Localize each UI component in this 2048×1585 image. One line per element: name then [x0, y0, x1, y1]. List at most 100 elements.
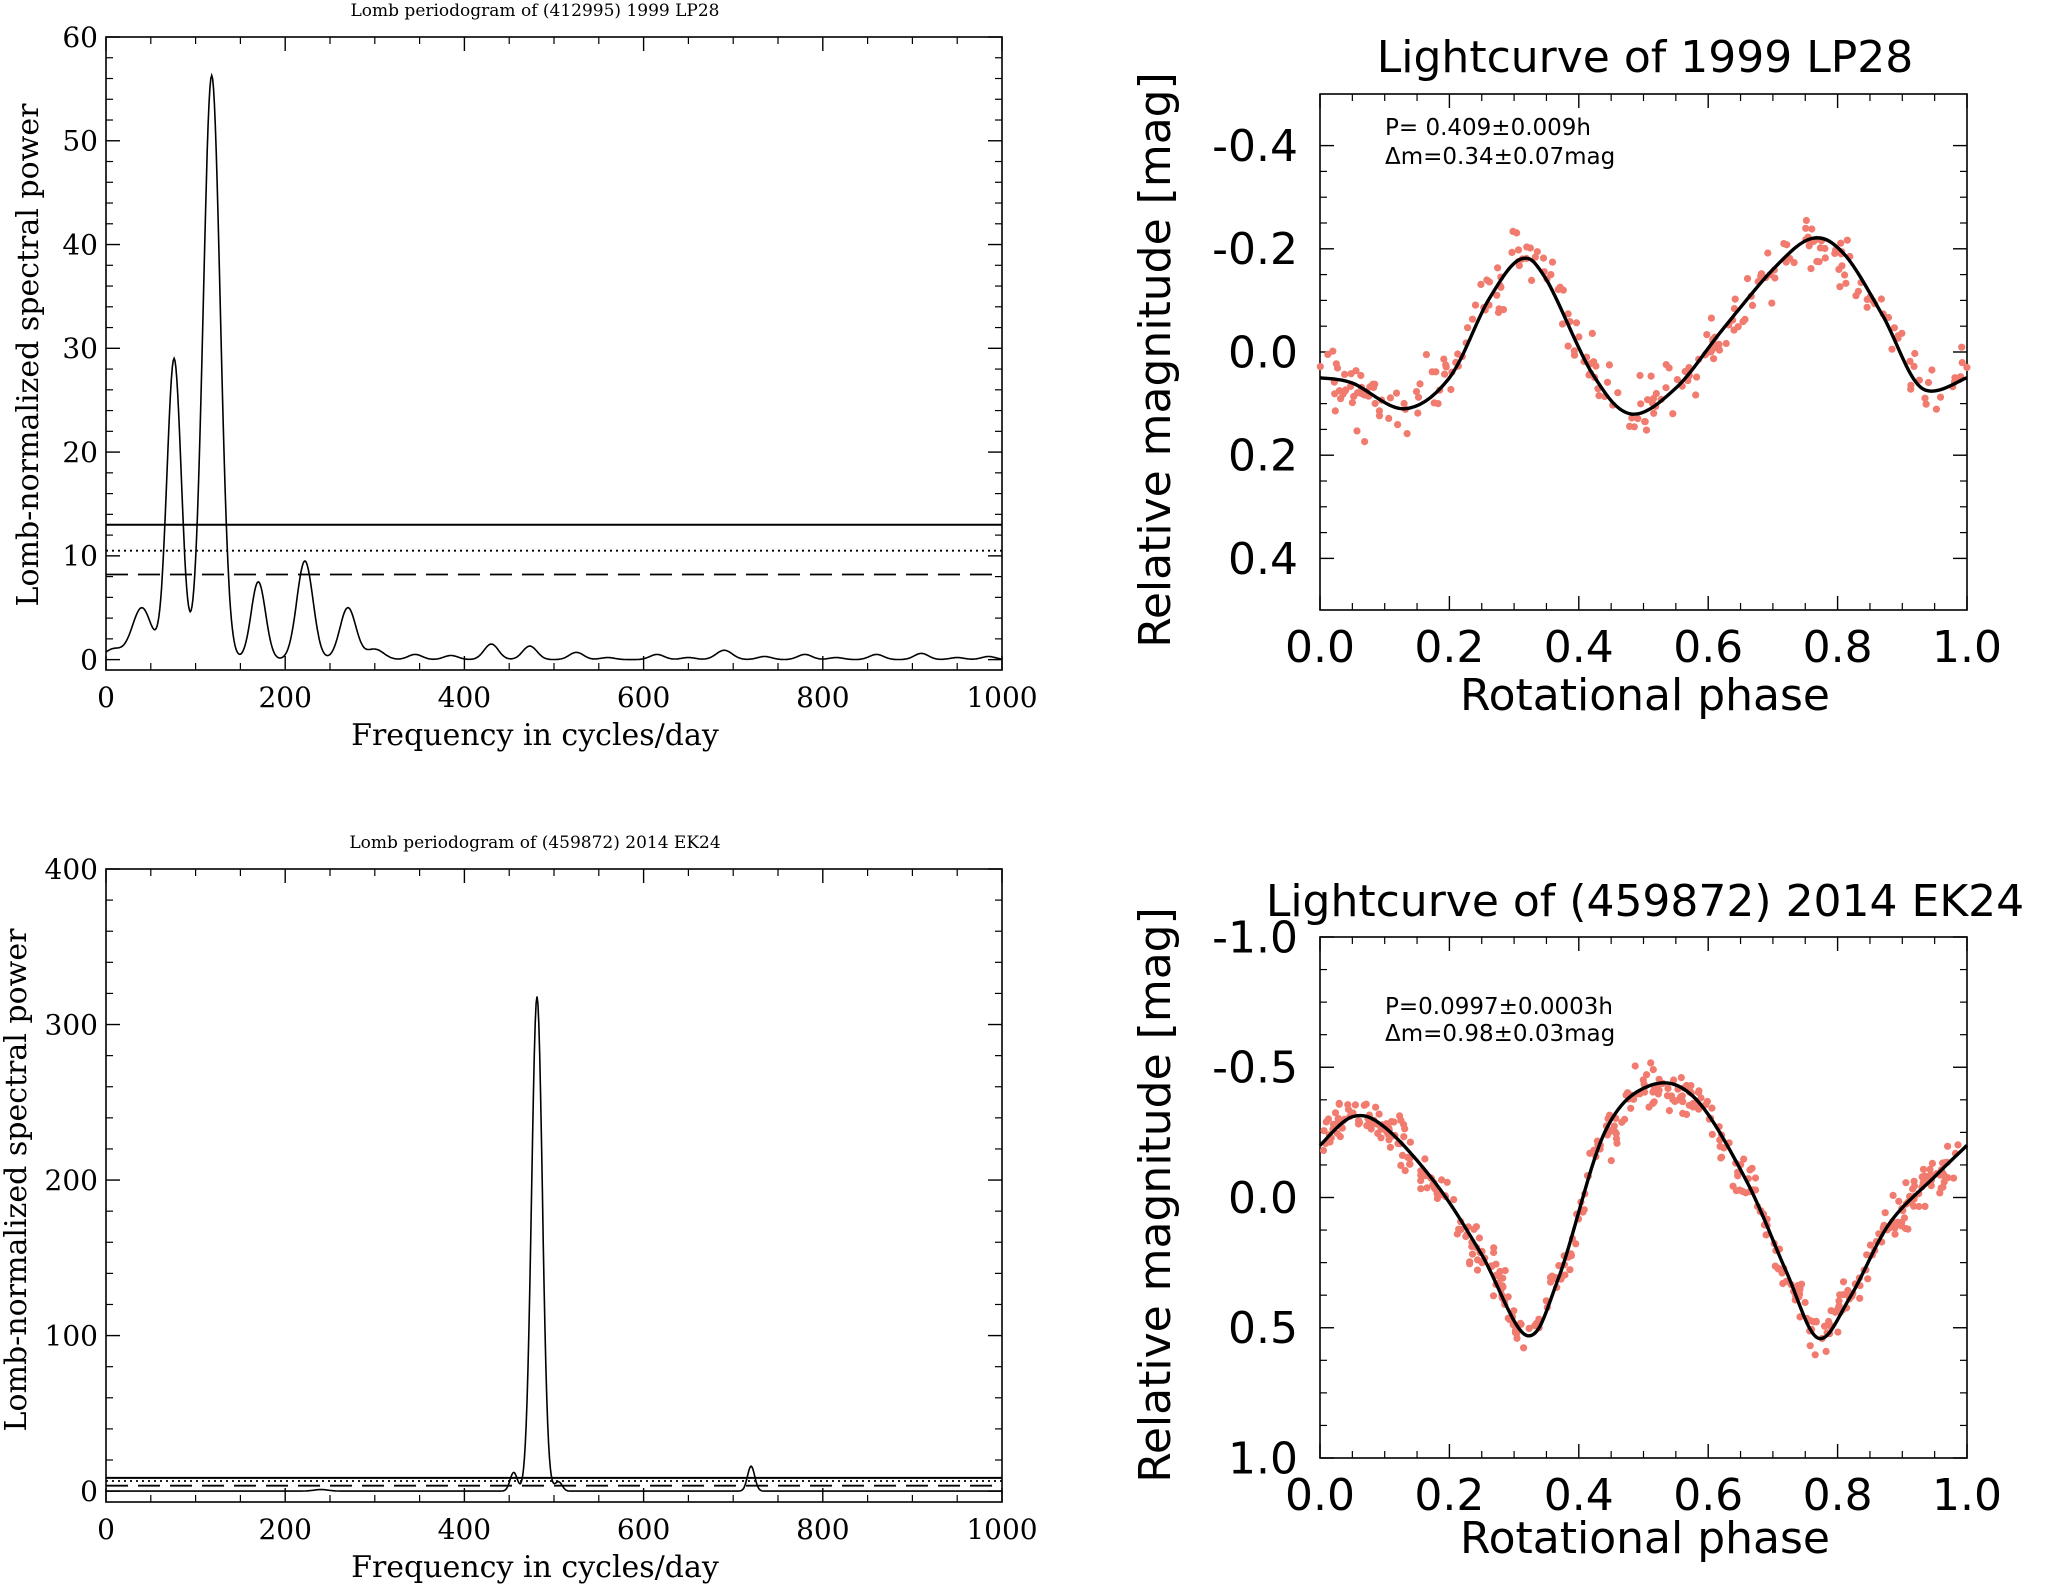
data-point: [1366, 383, 1374, 391]
data-point: [1335, 1099, 1343, 1107]
data-point: [1919, 1165, 1928, 1173]
data-point: [1504, 1293, 1512, 1301]
data-point: [1730, 326, 1738, 334]
y-tick-label: -0.4: [1212, 121, 1298, 172]
data-point: [1474, 1256, 1482, 1264]
data-point: [1450, 1196, 1458, 1204]
data-point: [1863, 1251, 1871, 1259]
data-point: [1677, 1074, 1685, 1082]
data-point: [1614, 389, 1622, 397]
data-point: [1866, 1241, 1874, 1249]
x-tick-label: 600: [617, 1513, 670, 1546]
data-point: [1320, 1127, 1328, 1135]
data-point: [1636, 371, 1644, 380]
data-point: [1843, 236, 1851, 244]
data-point: [1936, 1189, 1944, 1197]
data-point: [1854, 287, 1862, 295]
data-point: [1742, 1189, 1750, 1197]
data-point: [1397, 1116, 1405, 1124]
y-tick-label: 0: [80, 1475, 98, 1508]
data-point: [1958, 343, 1966, 351]
data-point: [1682, 1110, 1691, 1118]
lightcurve-title: Lightcurve of 1999 LP28: [1377, 32, 1913, 83]
amplitude-annotation: Δm=0.98±0.03mag: [1385, 1021, 1615, 1047]
data-point: [1774, 1264, 1782, 1272]
data-point: [1618, 1118, 1626, 1126]
periodogram-line: [106, 996, 1002, 1492]
data-point: [1470, 1225, 1478, 1233]
data-point: [1539, 254, 1548, 262]
periodogram-panel-1999-lp28: Lomb periodogram of (412995) 1999 LP28 0…: [11, 1, 1038, 753]
data-point: [1466, 1258, 1474, 1266]
data-point: [1748, 301, 1757, 309]
fit-curve: [1319, 236, 1968, 416]
data-point: [1416, 380, 1424, 388]
data-point: [1890, 1222, 1898, 1230]
data-point: [1954, 1141, 1962, 1149]
significance-thresholds: [106, 523, 1002, 576]
significance-thresholds: [106, 1476, 1002, 1487]
y-tick-label: -1.0: [1212, 912, 1298, 963]
data-point: [1572, 1240, 1580, 1248]
data-point: [1825, 1317, 1833, 1325]
data-point: [1722, 339, 1730, 348]
data-point: [1400, 399, 1408, 408]
data-point: [1561, 1271, 1569, 1279]
tick-labels: 0 200 400 600 800 1000 0 10 20 30 40 50 60: [62, 21, 1037, 714]
x-tick-label: 0.2: [1414, 622, 1484, 673]
data-point: [1839, 1278, 1848, 1286]
data-point: [1822, 1347, 1830, 1355]
data-point: [1669, 410, 1677, 418]
data-point: [1421, 1155, 1429, 1163]
y-tick-label: 50: [62, 125, 98, 158]
fit-curve: [1318, 1081, 1969, 1341]
data-point: [1889, 1191, 1897, 1199]
data-point: [1802, 216, 1810, 225]
data-point: [1662, 384, 1670, 392]
data-point: [1627, 1104, 1635, 1112]
y-axis-label: Relative magnitude [mag]: [1130, 72, 1181, 648]
data-point: [1457, 1225, 1465, 1234]
data-point: [1895, 1197, 1903, 1205]
lightcurve-title: Lightcurve of (459872) 2014 EK24: [1266, 876, 2024, 927]
y-tick-label: 10: [62, 540, 98, 573]
data-point: [1782, 258, 1790, 266]
y-tick-label: 40: [62, 228, 98, 261]
data-point: [1928, 1159, 1936, 1167]
period-annotation: P=0.0997±0.0003h: [1385, 994, 1613, 1020]
x-tick-label: 0.8: [1803, 1470, 1873, 1521]
data-point: [1693, 373, 1701, 381]
data-point: [1473, 1266, 1482, 1274]
periodogram-title: Lomb periodogram of (459872) 2014 EK24: [349, 833, 720, 853]
data-point: [1490, 1248, 1498, 1257]
data-point: [1351, 1101, 1359, 1109]
data-point: [1877, 295, 1885, 303]
data-point: [1468, 1242, 1476, 1251]
data-point: [1707, 348, 1715, 356]
data-point: [1341, 387, 1349, 395]
data-point: [1890, 324, 1898, 332]
data-point: [1523, 243, 1531, 251]
data-point: [1649, 1066, 1657, 1074]
data-point: [1442, 361, 1450, 369]
data-point: [1673, 376, 1681, 384]
x-tick-label: 600: [617, 681, 670, 714]
data-point: [1924, 378, 1933, 387]
data-point: [1669, 1095, 1677, 1104]
data-point: [1764, 249, 1772, 257]
y-tick-label: 0.2: [1228, 431, 1298, 482]
lightcurve-fit: [1319, 236, 1968, 416]
periodogram-axes: [105, 36, 1003, 671]
data-point: [1746, 1166, 1754, 1174]
lightcurve-points: [1319, 1059, 1962, 1359]
data-point: [1514, 246, 1523, 254]
data-point: [1483, 276, 1491, 284]
data-point: [1834, 1328, 1842, 1336]
data-point: [1353, 427, 1361, 435]
x-tick-label: 0.0: [1285, 622, 1355, 673]
data-point: [1741, 315, 1749, 323]
plot-frame: [105, 868, 1003, 1503]
data-point: [1665, 364, 1673, 372]
data-point: [1835, 1297, 1843, 1305]
